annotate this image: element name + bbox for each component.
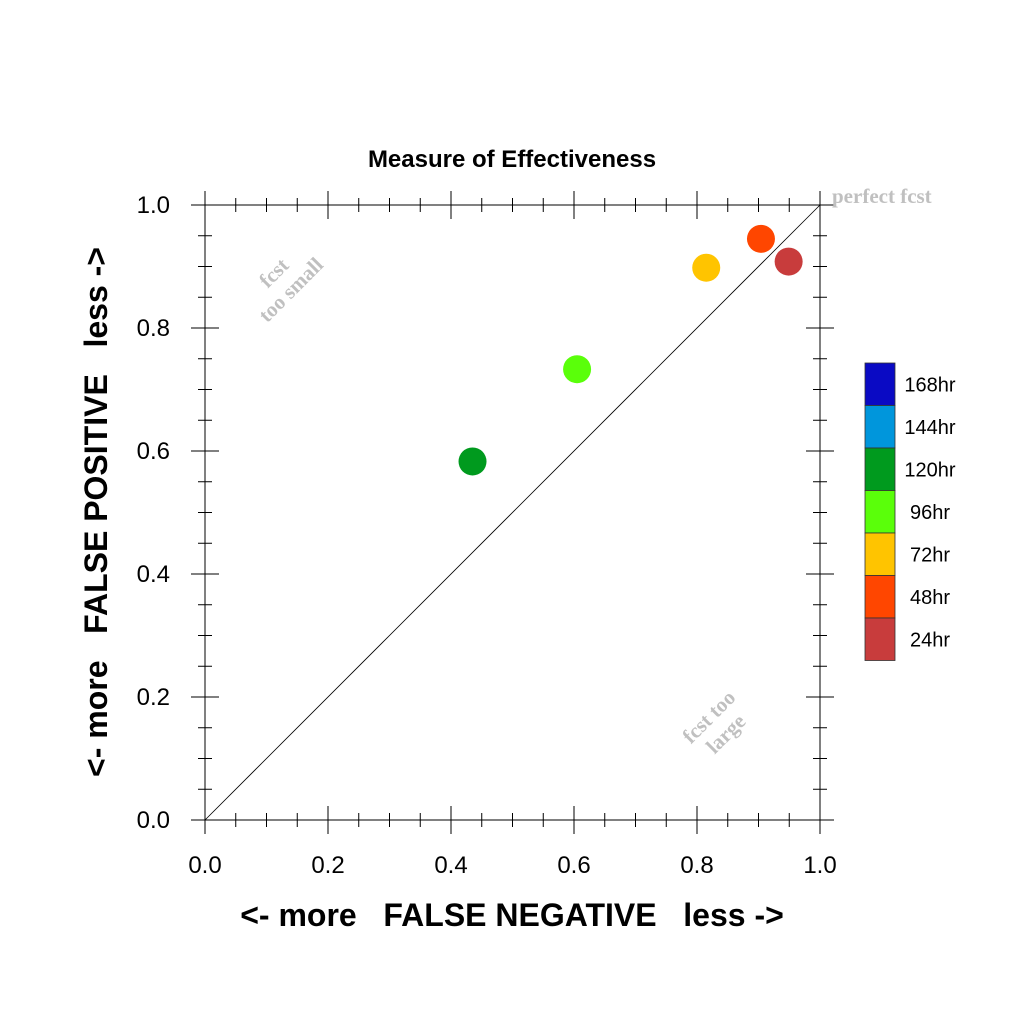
data-point-24hr [774, 247, 803, 276]
y-tick-label: 1.0 [137, 192, 170, 219]
y-tick-label: 0.0 [137, 807, 170, 834]
y-tick-label: 0.2 [137, 684, 170, 711]
y-tick-label: 0.4 [137, 561, 170, 588]
legend-swatch-96hr [864, 490, 896, 534]
too-small-annotation: fcst too small [254, 253, 328, 327]
legend-label-96hr: 96hr [910, 502, 950, 524]
chart-title: Measure of Effectiveness [368, 146, 656, 173]
x-tick-label: 0.4 [434, 852, 467, 879]
perfect-forecast-annotation: perfect fcst [832, 184, 932, 208]
data-points [458, 224, 803, 476]
legend: 168hr 144hr 120hr 96hr 72hr 48hr 24hr [864, 362, 956, 661]
diagonal-reference-line [204, 204, 821, 821]
legend-swatch-144hr [864, 405, 896, 449]
legend-label-24hr: 24hr [910, 629, 950, 651]
x-tick-label: 0.0 [188, 852, 221, 879]
data-point-72hr [692, 253, 721, 282]
legend-label-72hr: 72hr [910, 544, 950, 566]
y-axis-label: <- more FALSE POSITIVE less -> [78, 247, 114, 777]
y-tick-label: 0.8 [137, 315, 170, 342]
x-tick-label: 0.8 [680, 852, 713, 879]
x-tick-label: 0.6 [557, 852, 590, 879]
legend-label-168hr: 168hr [904, 374, 955, 396]
legend-label-48hr: 48hr [910, 587, 950, 609]
legend-label-144hr: 144hr [904, 417, 955, 439]
data-point-96hr [563, 355, 592, 384]
legend-swatch-72hr [864, 532, 896, 576]
plot-frame [204, 204, 821, 821]
x-axis-label: <- more FALSE NEGATIVE less -> [240, 897, 784, 933]
legend-label-120hr: 120hr [904, 459, 955, 481]
legend-swatch-168hr [864, 362, 896, 406]
legend-swatch-120hr [864, 447, 896, 491]
too-large-annotation: fcst too large [677, 685, 750, 758]
legend-swatch-24hr [864, 617, 896, 661]
data-point-120hr [458, 447, 487, 476]
x-tick-labels: 0.0 0.2 0.4 0.6 0.8 1.0 [188, 852, 836, 879]
y-tick-label: 0.6 [137, 438, 170, 465]
legend-swatch-48hr [864, 575, 896, 619]
x-tick-label: 0.2 [311, 852, 344, 879]
data-point-48hr [746, 224, 775, 253]
x-tick-label: 1.0 [803, 852, 836, 879]
y-tick-labels: 0.0 0.2 0.4 0.6 0.8 1.0 [137, 192, 170, 834]
